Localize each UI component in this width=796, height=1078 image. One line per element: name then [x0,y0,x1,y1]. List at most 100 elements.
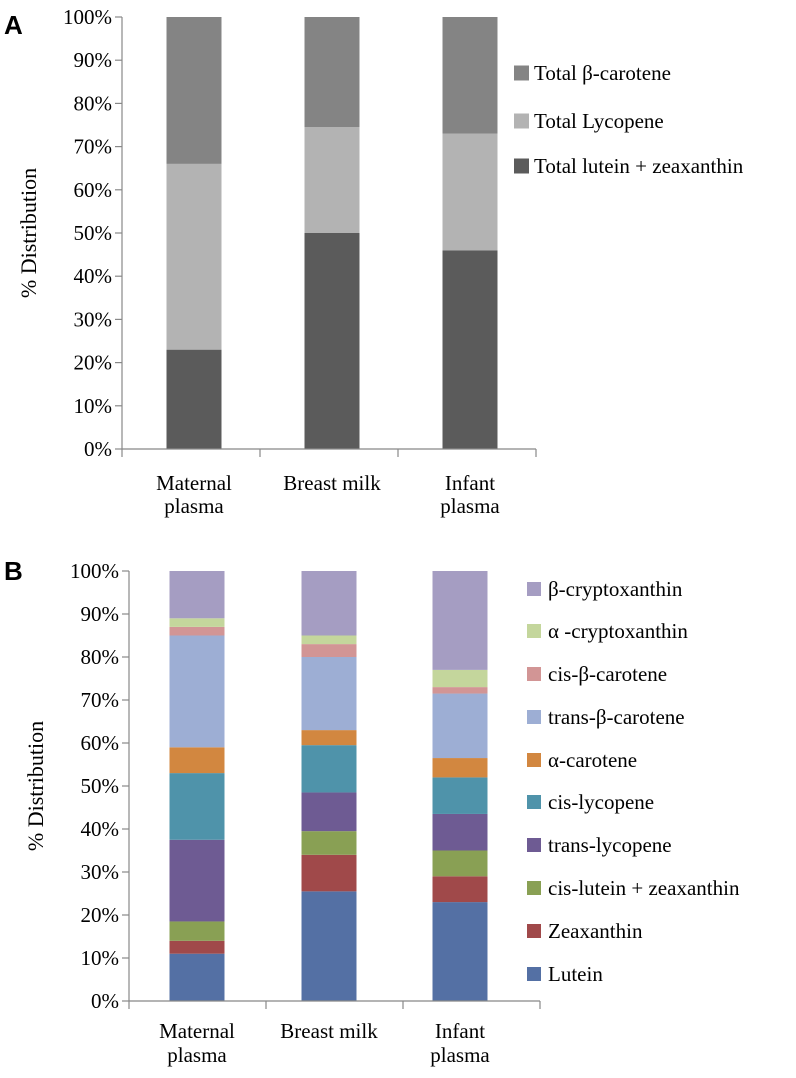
y-tick-label: 70% [74,135,113,159]
legend-swatch [527,838,541,852]
bar-segment-carotene [432,758,488,778]
bar-segment-total-lutein-zeaxanthin [442,250,498,449]
bar-segment-lutein [432,902,488,1001]
y-tick-label: 60% [74,178,113,202]
y-axis-title: % Distribution [16,168,41,298]
bar-segment-cryptoxanthin [301,571,357,636]
bar-segment-total-lutein-zeaxanthin [304,233,360,449]
bar-segment-trans-lycopene [432,813,488,851]
y-tick-label: 10% [81,946,120,970]
x-tick-label: Infant plasma [440,471,500,518]
bar-segment-cis-lutein-zeaxanthin [301,831,357,855]
bar-segment-total-lutein-zeaxanthin [166,349,222,449]
bar-segment-total-lycopene [166,163,222,350]
bar-segment-cis-carotene [432,687,488,694]
panel-a-letter: A [4,10,23,40]
legend-swatch [514,65,529,81]
panel-b-letter: B [4,556,23,586]
x-tick-label-line: Breast milk [283,471,381,495]
bar-segment-trans-lycopene [301,792,357,832]
x-tick-label-line: Maternal [159,1019,235,1043]
y-tick-label: 20% [81,903,120,927]
legend-swatch [527,967,541,981]
bar-segment-cis-lycopene [169,773,225,840]
bar-segment-total-carotene [304,17,360,128]
y-axis-title: % Distribution [23,721,48,851]
y-tick-label: 30% [81,860,120,884]
x-tick-label-line: plasma [440,494,500,518]
x-tick-label-line: plasma [164,494,224,518]
bar-segment-cryptoxanthin [432,669,488,688]
legend-label: β-cryptoxanthin [548,577,683,601]
y-tick-label: 0% [84,437,112,461]
bar-segment-cryptoxanthin [301,635,357,645]
bar-segment-total-carotene [166,17,222,164]
y-tick-label: 10% [74,394,113,418]
legend-label: Zeaxanthin [548,919,643,943]
x-tick-label-line: Breast milk [280,1019,378,1043]
x-tick-label: Maternal plasma [156,471,232,518]
y-tick-label: 100% [63,5,112,29]
y-tick-label: 90% [74,48,113,72]
bar-segment-cis-lutein-zeaxanthin [432,850,488,877]
x-tick-label-line: Infant [435,1019,485,1043]
legend-swatch [527,924,541,938]
legend-label: cis-lutein + zeaxanthin [548,876,740,900]
bar-segment-zeaxanthin [169,940,225,954]
bar-segment-carotene [169,747,225,774]
x-tick-label-line: Infant [445,471,495,495]
y-tick-label: 80% [74,91,113,115]
legend-swatch [514,158,529,174]
y-tick-label: 20% [74,351,113,375]
x-tick-label-line: Maternal [156,471,232,495]
legend-label: cis-β-carotene [548,662,667,686]
bar-segment-total-lycopene [442,133,498,251]
legend-swatch [527,582,541,596]
legend-label: Total β-carotene [534,61,671,85]
legend-swatch [514,113,529,129]
y-tick-label: 90% [81,602,120,626]
legend-swatch [527,667,541,681]
bar-segment-zeaxanthin [432,876,488,903]
y-tick-label: 100% [70,559,119,583]
y-tick-label: 40% [81,817,120,841]
bar-segment-trans-carotene [169,635,225,748]
bar-segment-cis-lutein-zeaxanthin [169,921,225,941]
x-tick-label-line: plasma [430,1043,490,1067]
x-tick-label: Breast milk [280,1019,378,1043]
bar-segment-total-lycopene [304,127,360,233]
legend-label: α-carotene [548,748,637,772]
bar-segment-cryptoxanthin [169,618,225,627]
y-tick-label: 70% [81,688,120,712]
bar-segment-lutein [301,891,357,1001]
bar-segment-lutein [169,953,225,1001]
bar-segment-cryptoxanthin [169,571,225,619]
bar-segment-cis-carotene [301,644,357,657]
legend-label: trans-β-carotene [548,705,685,729]
panel-b-chart: 0% 10% 20% 30% 40% 50% 60% 70% 80% 90% 100% Materna… [23,559,740,1067]
legend-swatch [527,795,541,809]
y-tick-label: 0% [91,989,119,1013]
legend-swatch [527,624,541,638]
panel-a-chart: 0% 10% 20% 30% 40% 50% 60% 70% 80% 90% 100% Materna… [16,5,744,518]
bar-segment-cis-lycopene [301,745,357,793]
bar-segment-carotene [301,730,357,746]
legend-label: Total lutein + zeaxanthin [534,154,744,178]
bar-segment-cis-carotene [169,626,225,636]
bar-segment-trans-carotene [432,693,488,759]
legend-swatch [527,881,541,895]
bar-segment-trans-lycopene [169,839,225,922]
x-tick-label-line: plasma [167,1043,227,1067]
legend-label: Lutein [548,962,603,986]
y-tick-label: 30% [74,307,113,331]
legend-label: Total Lycopene [534,109,664,133]
bar-segment-total-carotene [442,17,498,134]
y-tick-label: 80% [81,645,120,669]
legend-swatch [527,710,541,724]
y-tick-label: 50% [74,221,113,245]
bar-segment-cryptoxanthin [432,571,488,670]
y-tick-label: 60% [81,731,120,755]
bar-segment-cis-lycopene [432,777,488,814]
legend-label: trans-lycopene [548,833,672,857]
y-tick-label: 40% [74,264,113,288]
